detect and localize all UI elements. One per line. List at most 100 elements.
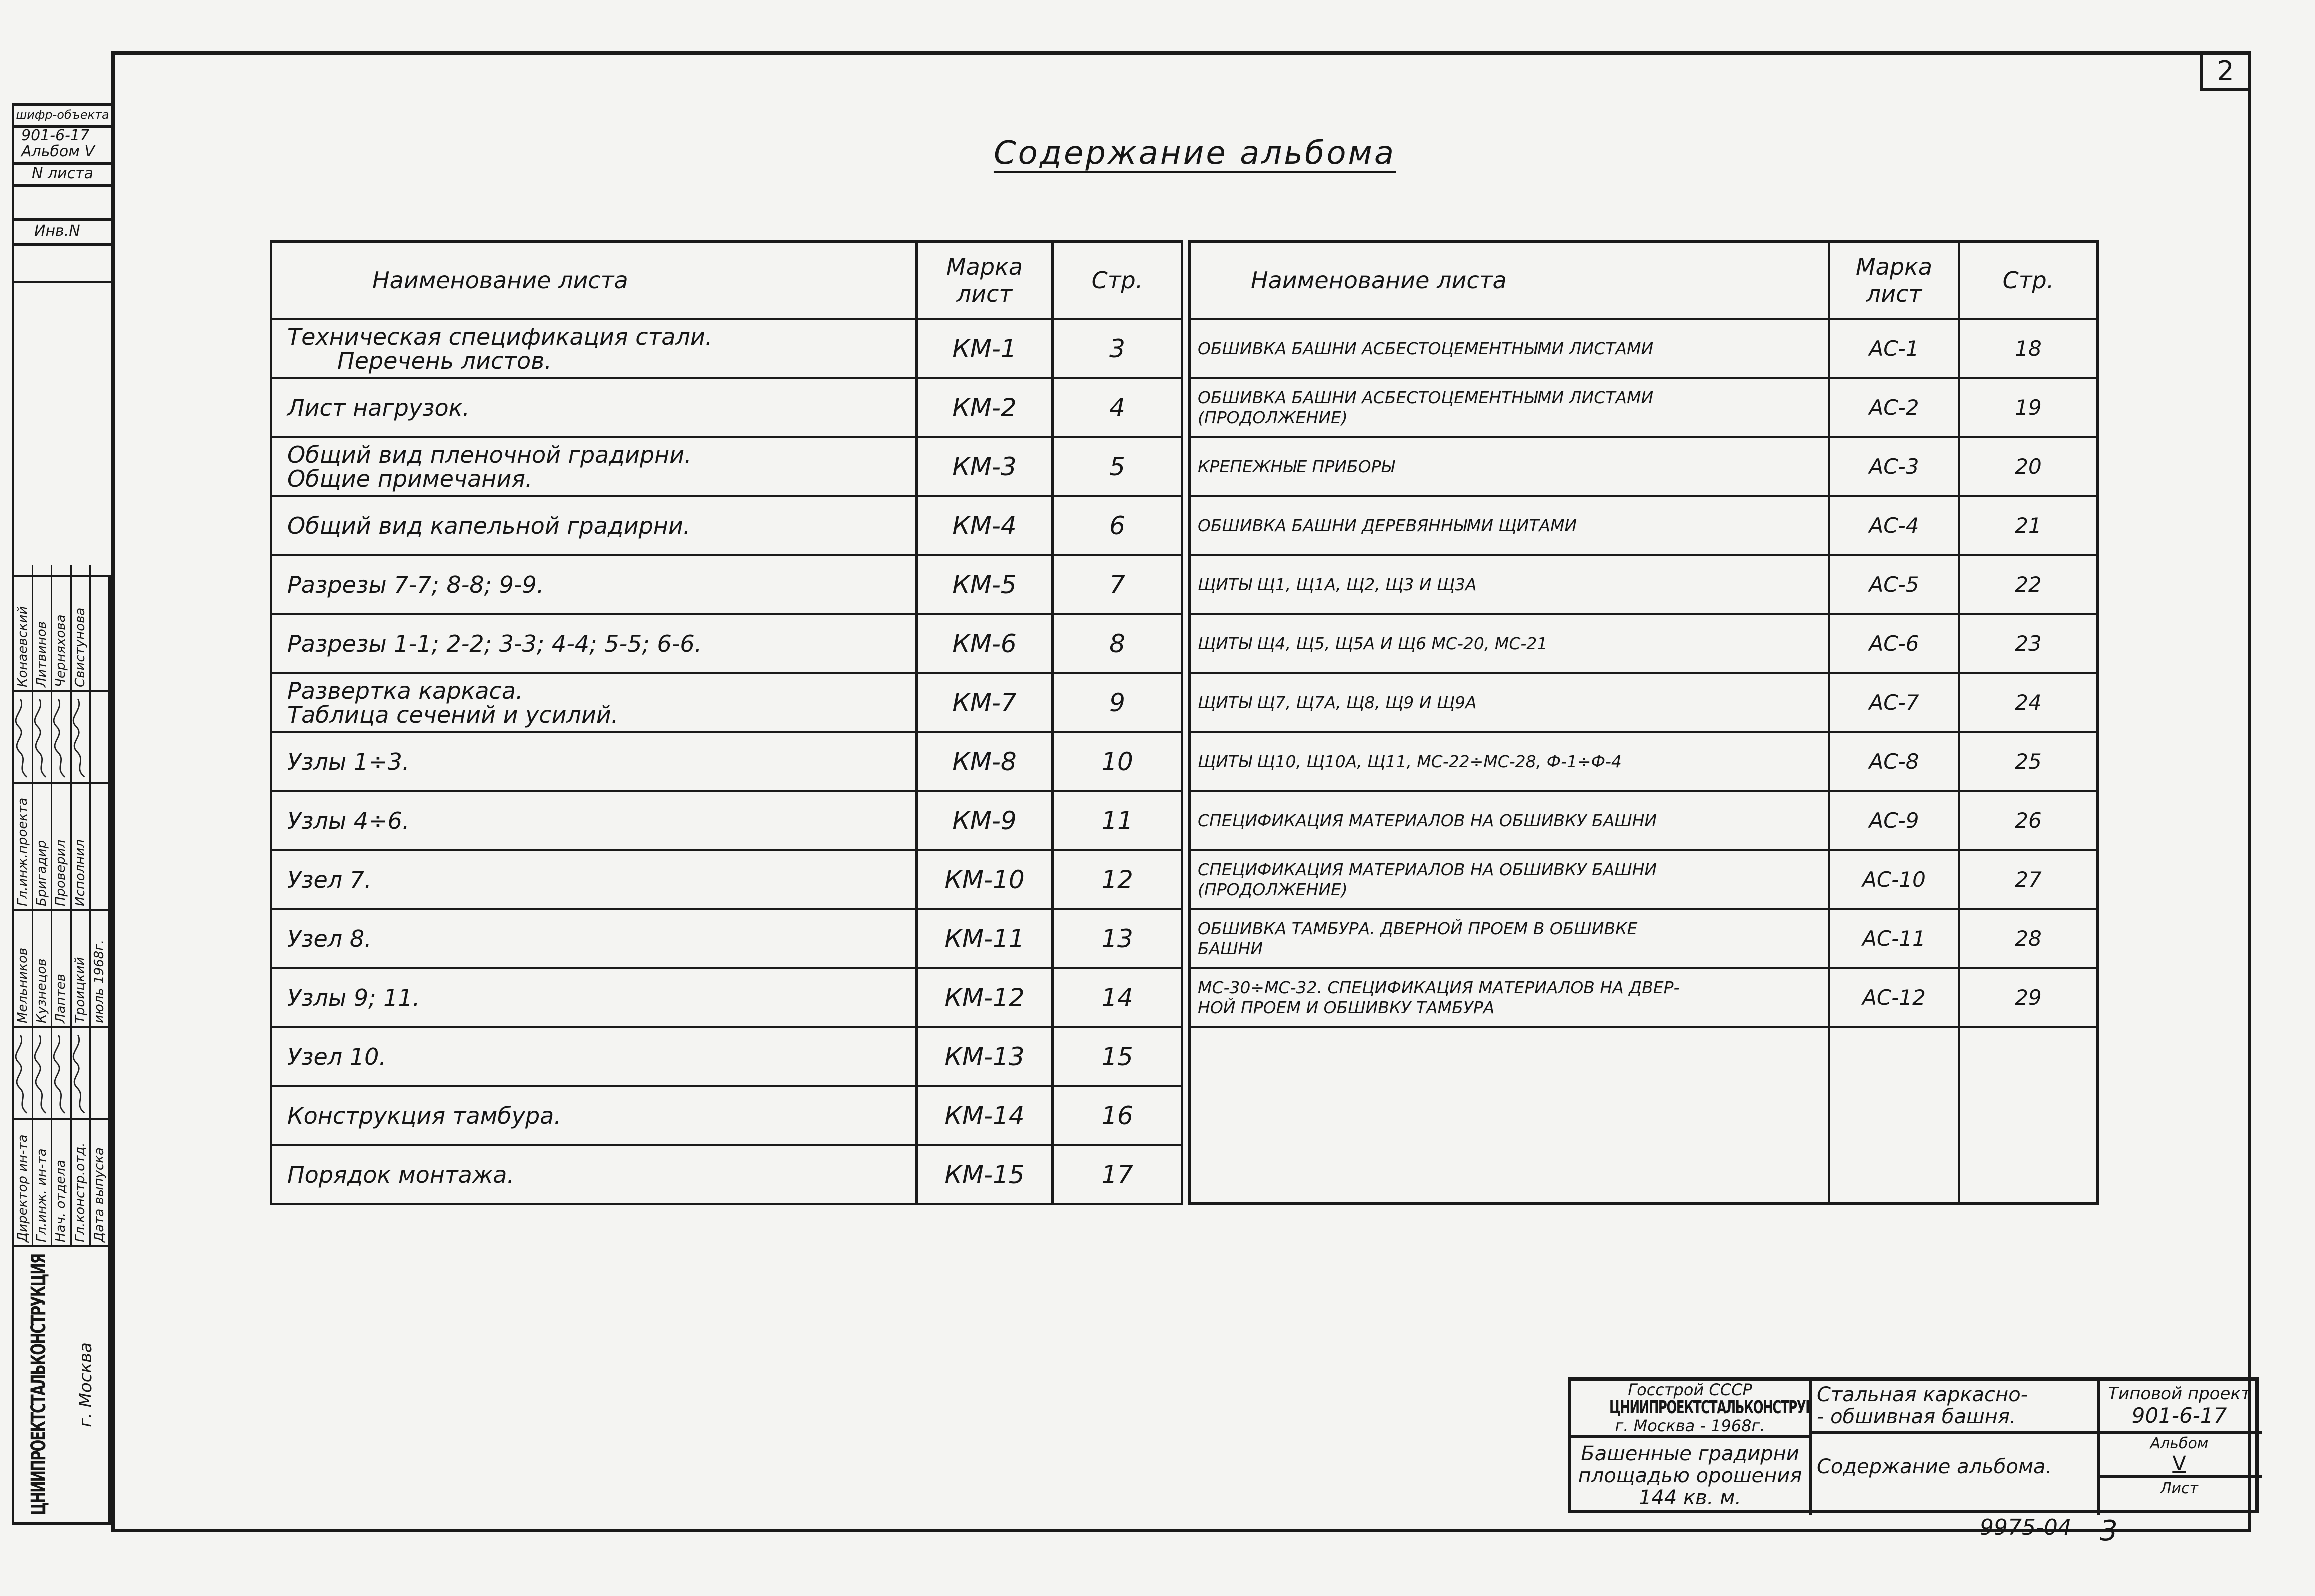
sidebar-inventory-value: [12, 243, 111, 283]
signature: [89, 692, 109, 782]
sheet-page: 20: [1958, 436, 2099, 497]
sheet-name: ЩИТЫ Щ10, Щ10А, Щ11, МС-22÷МС-28, Ф-1÷Ф-…: [1188, 731, 1830, 792]
stamp-name: [89, 565, 109, 690]
sheet-mark: АС-7: [1828, 672, 1960, 733]
sheet-name: СПЕЦИФИКАЦИЯ МАТЕРИАЛОВ НА ОБШИВКУ БАШНИ…: [1188, 849, 1830, 910]
table-row: КРЕПЕЖНЫЕ ПРИБОРЫ АС-3 20: [1188, 436, 2099, 497]
table-row: Порядок монтажа. КМ-15 17: [270, 1144, 1183, 1205]
empty-row: [1188, 1026, 2099, 1205]
table-row: ЩИТЫ Щ1, Щ1А, Щ2, Щ3 И Щ3А АС-5 22: [1188, 554, 2099, 615]
sheet-name: Техническая спецификация стали. Перечень …: [270, 318, 918, 379]
stamp-role: Гл.констр.отд.: [70, 1120, 89, 1245]
table-row: МС-30÷МС-32. СПЕЦИФИКАЦИЯ МАТЕРИАЛОВ НА …: [1188, 967, 2099, 1028]
sheet-page: 13: [1051, 908, 1183, 969]
table-row: ОБШИВКА БАШНИ АСБЕСТОЦЕМЕНТНЫМИ ЛИСТАМИ(…: [1188, 377, 2099, 438]
sheet-name: Развертка каркаса. Таблица сечений и усил…: [270, 672, 918, 733]
sheet-page: 23: [1958, 613, 2099, 674]
table-row: Узлы 4÷6. КМ-9 11: [270, 790, 1183, 851]
table-row: Узлы 9; 11. КМ-12 14: [270, 967, 1183, 1028]
sheet-name: КРЕПЕЖНЫЕ ПРИБОРЫ: [1188, 436, 1830, 497]
header-page: Стр.: [1958, 240, 2099, 320]
sheet-page: 17: [1051, 1144, 1183, 1205]
sheet-number: 3: [2100, 1515, 2118, 1547]
stamp-role: Гл.инж.проекта: [15, 797, 30, 906]
sheet-page: 19: [1958, 377, 2099, 438]
signature: [70, 1028, 89, 1118]
structure-cell: Стальная каркасно- - обшивная башня.: [1817, 1383, 2028, 1428]
sheet-name: Узлы 9; 11.: [270, 967, 918, 1028]
sheet-name: ЩИТЫ Щ1, Щ1А, Щ2, Щ3 И Щ3А: [1188, 554, 1830, 615]
sheet-mark: КМ-10: [915, 849, 1054, 910]
table-row: Узел 10. КМ-13 15: [270, 1026, 1183, 1087]
sheet-page: 14: [1051, 967, 1183, 1028]
sheet-name: ЩИТЫ Щ4, Щ5, Щ5А И Щ6 МС-20, МС-21: [1188, 613, 1830, 674]
table-row: ОБШИВКА БАШНИ ДЕРЕВЯННЫМИ ЩИТАМИ АС-4 21: [1188, 495, 2099, 556]
page-number: 2: [2200, 51, 2251, 91]
album-cell: Альбом V: [2150, 1435, 2209, 1475]
stamp-role: Бригадир: [32, 784, 51, 909]
sheet-page: 21: [1958, 495, 2099, 556]
sheet-page: 28: [1958, 908, 2099, 969]
table-row: Узлы 1÷3. КМ-8 10: [270, 731, 1183, 792]
drawing-frame: [111, 51, 2251, 1532]
table-row: Узел 8. КМ-11 13: [270, 908, 1183, 969]
sheet-name: МС-30÷МС-32. СПЕЦИФИКАЦИЯ МАТЕРИАЛОВ НА …: [1188, 967, 1830, 1028]
stamp-name: Свистунова: [70, 565, 89, 690]
table-row: Общий вид пленочной градирни. Общие приме…: [270, 436, 1183, 497]
signature: [32, 1028, 51, 1118]
sheet-mark: КМ-11: [915, 908, 1054, 969]
signature: [89, 1028, 109, 1118]
sheet-page: 3: [1051, 318, 1183, 379]
table-row: ОБШИВКА БАШНИ АСБЕСТОЦЕМЕНТНЫМИ ЛИСТАМИ А…: [1188, 318, 2099, 379]
sidebar-sheet-no-label: N листа: [12, 162, 111, 184]
sheet-name: Порядок монтажа.: [270, 1144, 918, 1205]
sheet-page: 9: [1051, 672, 1183, 733]
signature: [32, 692, 51, 782]
stamp-name: июль 1968г.: [89, 911, 109, 1026]
sidebar-code-value: 901-6-17 Альбом V: [12, 125, 111, 162]
sheet-mark: КМ-15: [915, 1144, 1054, 1205]
sidebar-sheet-no-value: [12, 184, 111, 218]
table-row: ЩИТЫ Щ4, Щ5, Щ5А И Щ6 МС-20, МС-21 АС-6 23: [1188, 613, 2099, 674]
table-row: Общий вид капельной градирни. КМ-4 6: [270, 495, 1183, 556]
sheet-name: СПЕЦИФИКАЦИЯ МАТЕРИАЛОВ НА ОБШИВКУ БАШНИ: [1188, 790, 1830, 851]
sheet-page: 18: [1958, 318, 2099, 379]
sheet-page: 25: [1958, 731, 2099, 792]
sheet-name: Узлы 1÷3.: [270, 731, 918, 792]
header-mark: Марка лист: [1828, 240, 1960, 320]
sheet-mark: АС-8: [1828, 731, 1960, 792]
header-page: Стр.: [1051, 240, 1183, 320]
header-name: Наименование листа: [270, 240, 918, 320]
sheet-cell: Лист: [2160, 1480, 2199, 1497]
sheet-mark: КМ-4: [915, 495, 1054, 556]
sheet-name: Лист нагрузок.: [270, 377, 918, 438]
sheet-page: 29: [1958, 967, 2099, 1028]
sheet-title-cell: Содержание альбома.: [1817, 1456, 2052, 1478]
sheet-mark: КМ-14: [915, 1085, 1054, 1146]
stamp-role: Исполнил: [70, 784, 89, 909]
sheet-page: 15: [1051, 1026, 1183, 1087]
object-cell: Башенные градирни площадью орошения 144 …: [1578, 1442, 1802, 1509]
sheet-name: Узел 10.: [270, 1026, 918, 1087]
contents-table-right: Наименование листа Марка лист Стр. ОБШИВК…: [1188, 240, 2099, 1205]
sheet-name: ЩИТЫ Щ7, Щ7А, Щ8, Щ9 И Щ9А: [1188, 672, 1830, 733]
header-mark: Марка лист: [915, 240, 1054, 320]
contents-table-left: Наименование листа Марка лист Стр. Технич…: [270, 240, 1183, 1205]
stamp-name: Конаевский: [15, 606, 30, 687]
table-row: Разрезы 7-7; 8-8; 9-9. КМ-5 7: [270, 554, 1183, 615]
sheet-mark: КМ-5: [915, 554, 1054, 615]
sheet-mark: АС-1: [1828, 318, 1960, 379]
sheet-mark: КМ-12: [915, 967, 1054, 1028]
sheet-mark: АС-11: [1828, 908, 1960, 969]
table-row: ЩИТЫ Щ10, Щ10А, Щ11, МС-22÷МС-28, Ф-1÷Ф-…: [1188, 731, 2099, 792]
sheet-mark: АС-6: [1828, 613, 1960, 674]
sheet-mark: АС-5: [1828, 554, 1960, 615]
document-number: 9975-04: [1980, 1515, 2072, 1540]
sheet-mark: КМ-1: [915, 318, 1054, 379]
table-row: СПЕЦИФИКАЦИЯ МАТЕРИАЛОВ НА ОБШИВКУ БАШНИ…: [1188, 790, 2099, 851]
stamp-name: Троицкий: [70, 911, 89, 1026]
sheet-name: ОБШИВКА ТАМБУРА. ДВЕРНОЙ ПРОЕМ В ОБШИВКЕ…: [1188, 908, 1830, 969]
sheet-mark: КМ-9: [915, 790, 1054, 851]
sheet-name: Разрезы 7-7; 8-8; 9-9.: [270, 554, 918, 615]
sheet-mark: АС-9: [1828, 790, 1960, 851]
